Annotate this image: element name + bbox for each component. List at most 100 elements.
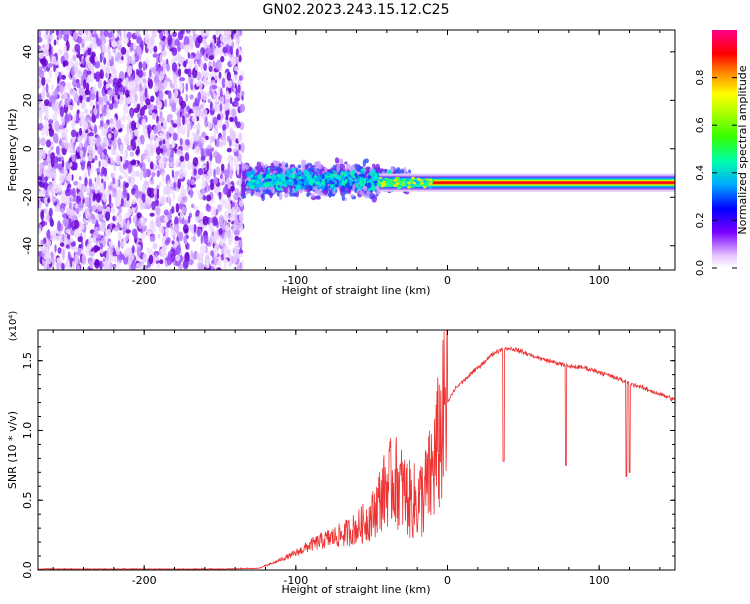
noise-blob bbox=[94, 60, 101, 69]
noise-blob bbox=[202, 195, 207, 201]
noise-blob bbox=[163, 157, 169, 162]
noise-blob bbox=[130, 176, 134, 184]
noise-blob bbox=[234, 143, 239, 149]
noise-blob bbox=[118, 59, 124, 65]
noise-blob bbox=[200, 155, 206, 161]
y-tick-label: 0.0 bbox=[21, 561, 34, 579]
noise-blob bbox=[168, 30, 171, 35]
noise-blob bbox=[108, 248, 111, 258]
noise-blob bbox=[51, 185, 55, 197]
y-tick-label: 20 bbox=[21, 93, 34, 107]
noise-blob bbox=[122, 155, 126, 165]
noise-blob bbox=[47, 228, 51, 238]
noise-blob bbox=[213, 128, 217, 139]
noise-blob bbox=[150, 235, 156, 242]
noise-blob bbox=[213, 168, 216, 178]
noise-blob bbox=[64, 135, 68, 145]
noise-blob bbox=[146, 197, 149, 207]
noise-blob bbox=[201, 91, 208, 102]
noise-blob bbox=[47, 198, 51, 204]
tone-wiggle-blob bbox=[389, 179, 394, 183]
signal-core-blob bbox=[351, 181, 355, 184]
noise-blob bbox=[77, 136, 83, 143]
noise-blob bbox=[166, 63, 171, 72]
noise-blob bbox=[84, 89, 91, 96]
noise-blob bbox=[195, 98, 200, 104]
noise-blob bbox=[87, 160, 92, 171]
noise-blob bbox=[135, 137, 140, 148]
signal-core-blob bbox=[272, 180, 275, 185]
noise-blob bbox=[101, 262, 105, 267]
noise-blob bbox=[74, 43, 81, 53]
noise-blob bbox=[71, 260, 76, 270]
noise-blob bbox=[123, 37, 129, 45]
signal-blob bbox=[255, 191, 262, 197]
noise-blob bbox=[219, 141, 223, 148]
noise-blob bbox=[101, 151, 104, 162]
noise-blob bbox=[200, 147, 205, 158]
signal-blob bbox=[334, 157, 340, 164]
noise-blob bbox=[115, 155, 121, 166]
noise-blob bbox=[162, 80, 168, 88]
noise-blob bbox=[237, 84, 241, 94]
noise-blob bbox=[167, 90, 172, 100]
noise-blob bbox=[222, 46, 228, 54]
noise-blob bbox=[145, 204, 150, 210]
noise-blob bbox=[106, 83, 110, 89]
colorbar-gradient bbox=[712, 30, 737, 268]
noise-blob bbox=[130, 261, 136, 270]
noise-blob bbox=[187, 179, 190, 188]
noise-blob bbox=[176, 245, 181, 255]
noise-blob bbox=[90, 213, 96, 220]
noise-blob bbox=[229, 97, 233, 105]
noise-blob bbox=[198, 223, 202, 228]
tone-wiggle-blob bbox=[416, 180, 420, 184]
noise-blob bbox=[52, 112, 58, 123]
noise-blob bbox=[139, 162, 143, 168]
noise-blob bbox=[74, 65, 79, 74]
noise-blob bbox=[228, 86, 232, 94]
noise-blob bbox=[92, 150, 96, 159]
noise-blob bbox=[58, 125, 64, 130]
signal-core-blob bbox=[316, 186, 321, 190]
signal-core-blob bbox=[326, 177, 330, 181]
noise-blob bbox=[95, 104, 99, 110]
noise-blob bbox=[234, 155, 238, 164]
signal-blob bbox=[339, 163, 346, 171]
noise-blob bbox=[40, 137, 46, 147]
noise-blob bbox=[74, 253, 78, 264]
noise-blob bbox=[77, 182, 82, 190]
noise-blob bbox=[79, 30, 86, 35]
noise-blob bbox=[99, 182, 104, 194]
noise-blob bbox=[187, 68, 192, 78]
tone-wiggle-blob bbox=[393, 184, 398, 188]
signal-core-blob bbox=[338, 179, 342, 186]
noise-blob bbox=[74, 73, 78, 80]
noise-blob bbox=[55, 101, 60, 111]
noise-blob bbox=[167, 34, 173, 45]
signal-core-blob bbox=[341, 185, 345, 190]
noise-blob bbox=[178, 68, 182, 77]
noise-blob bbox=[79, 95, 83, 104]
noise-blob bbox=[159, 132, 164, 137]
y-tick-label: 0.5 bbox=[21, 491, 34, 509]
tone-wiggle-blob bbox=[393, 179, 397, 182]
noise-blob bbox=[54, 69, 59, 78]
noise-blob bbox=[117, 260, 120, 269]
signal-blob bbox=[313, 171, 319, 175]
noise-blob bbox=[76, 264, 80, 270]
noise-blob bbox=[185, 138, 190, 146]
noise-blob bbox=[149, 212, 155, 217]
signal-core-blob bbox=[320, 185, 326, 190]
noise-blob bbox=[199, 244, 206, 255]
noise-blob bbox=[182, 219, 189, 226]
noise-blob bbox=[107, 30, 113, 39]
noise-blob bbox=[94, 182, 99, 188]
x-tick-label: -200 bbox=[132, 274, 157, 287]
noise-blob bbox=[207, 241, 212, 247]
noise-blob bbox=[208, 120, 213, 130]
noise-blob bbox=[185, 113, 191, 118]
noise-blob bbox=[206, 161, 210, 172]
noise-blob bbox=[84, 177, 88, 187]
noise-blob bbox=[48, 128, 55, 137]
